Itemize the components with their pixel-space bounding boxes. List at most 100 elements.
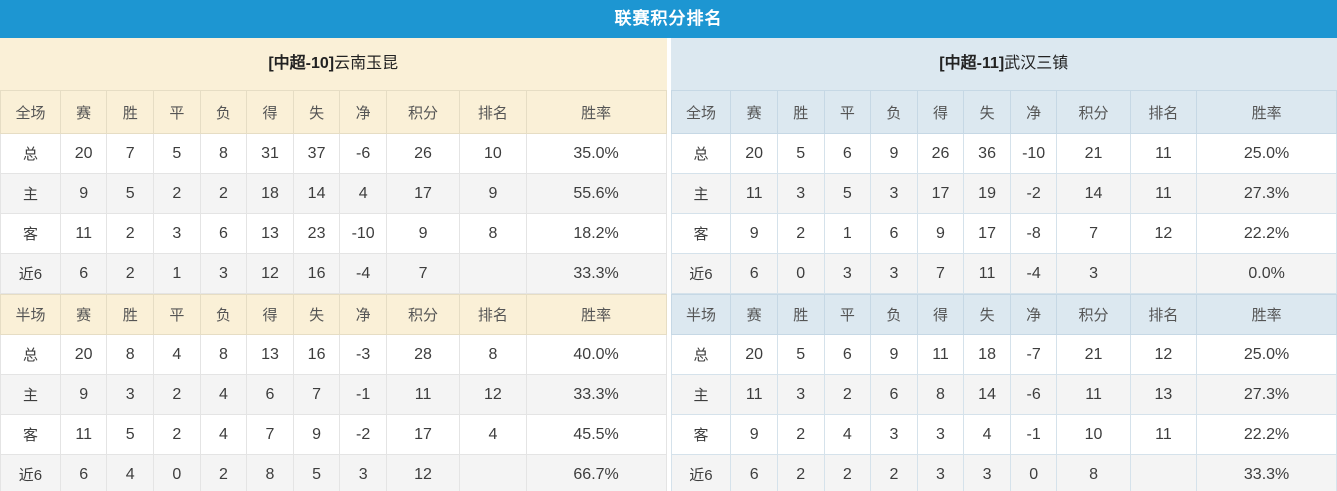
stat-cell: -1 [1009, 414, 1058, 455]
column-header: 胜率 [525, 90, 667, 134]
stat-cell: 11 [730, 374, 778, 415]
stat-cell: 18 [963, 334, 1011, 375]
team-header-right: [中超-11]武汉三镇 [670, 38, 1337, 90]
column-header: 负 [870, 90, 918, 134]
stat-cell: 3 [823, 253, 872, 294]
column-header: 净 [1009, 294, 1058, 335]
stat-cell: 12 [1129, 213, 1198, 254]
row-label: 主 [0, 374, 61, 415]
row-label: 总 [670, 133, 732, 174]
stat-cell: 45.5% [525, 414, 667, 455]
stat-cell: 7 [385, 253, 461, 294]
stat-cell [1129, 253, 1198, 294]
stat-cell: 18.2% [525, 213, 667, 254]
row-label: 近6 [670, 454, 732, 491]
stat-cell: 6 [823, 133, 872, 174]
stats-row: 客 9 2 1 6 9 17 -8 7 12 22.2% [670, 213, 1337, 254]
stat-cell: 25.0% [1196, 133, 1337, 174]
column-header: 半场 [670, 294, 732, 335]
stat-cell: -3 [339, 334, 387, 375]
stat-cell: -10 [339, 213, 387, 254]
stat-cell: 9 [385, 213, 461, 254]
stat-cell: 12 [385, 454, 461, 491]
stat-cell: 14 [963, 374, 1011, 415]
column-header: 半场 [0, 294, 61, 335]
stat-cell: 11 [1129, 133, 1198, 174]
stat-cell: 4 [963, 414, 1011, 455]
stat-cell: 40.0% [525, 334, 667, 375]
stat-cell: 55.6% [525, 173, 667, 214]
stat-cell: 3 [870, 173, 918, 214]
column-header: 得 [246, 294, 294, 335]
row-label: 近6 [0, 454, 61, 491]
stat-cell: 6 [870, 374, 918, 415]
stat-cell: 5 [776, 334, 825, 375]
stats-row: 主 11 3 2 6 8 14 -6 11 13 27.3% [670, 374, 1337, 415]
column-header: 赛 [730, 90, 778, 134]
stat-cell: 4 [199, 414, 248, 455]
column-header: 排名 [459, 294, 527, 335]
column-header: 平 [823, 294, 872, 335]
stat-cell: 13 [1129, 374, 1198, 415]
column-header: 得 [246, 90, 294, 134]
stats-row: 主 9 3 2 4 6 7 -1 11 12 33.3% [0, 374, 667, 415]
page-title: 联赛积分排名 [0, 0, 1337, 38]
stat-cell: 3 [776, 173, 825, 214]
row-label: 客 [670, 213, 732, 254]
stat-cell: 11 [963, 253, 1011, 294]
stat-cell: 12 [459, 374, 527, 415]
stat-cell: 7 [106, 133, 155, 174]
stat-cell: 7 [246, 414, 294, 455]
stat-cell: 17 [963, 213, 1011, 254]
column-header: 赛 [59, 90, 108, 134]
row-label: 客 [0, 213, 61, 254]
column-header: 排名 [459, 90, 527, 134]
stat-cell: 6 [870, 213, 918, 254]
column-header: 平 [153, 294, 201, 335]
stat-cell: 11 [1129, 173, 1198, 214]
stat-cell: 11 [59, 414, 108, 455]
stat-cell: 16 [292, 334, 341, 375]
stat-cell: 2 [776, 213, 825, 254]
stat-cell: 5 [153, 133, 201, 174]
stats-row: 客 9 2 4 3 3 4 -1 10 11 22.2% [670, 414, 1337, 455]
stat-cell: 8 [199, 334, 248, 375]
row-label: 主 [670, 173, 732, 214]
stat-cell: 3 [963, 454, 1011, 491]
column-header: 胜 [106, 294, 155, 335]
stat-cell: 3 [153, 213, 201, 254]
stat-cell: -7 [1009, 334, 1058, 375]
stat-cell: 4 [459, 414, 527, 455]
column-header: 净 [1009, 90, 1058, 134]
team-name: 云南玉昆 [334, 55, 399, 72]
stat-cell: 11 [1056, 374, 1131, 415]
column-header: 胜率 [525, 294, 667, 335]
column-header-row: 半场赛胜平负得失净积分 排名 胜率 [670, 294, 1337, 335]
stat-cell: 3 [1056, 253, 1131, 294]
stats-row: 近6 6 2 1 3 12 16 -4 7 33.3% [0, 253, 667, 294]
stats-row: 主 11 3 5 3 17 19 -2 14 11 27.3% [670, 173, 1337, 214]
row-label: 总 [0, 334, 61, 375]
stat-cell: 12 [1129, 334, 1198, 375]
stat-cell: 9 [730, 414, 778, 455]
team-panels: [中超-10]云南玉昆 全场赛胜平负得失净积分 排名 胜率总 20 7 5 8 31 37 -6 2… [0, 38, 1337, 491]
stat-cell [459, 454, 527, 491]
stat-cell: -4 [1009, 253, 1058, 294]
stats-row: 总 20 7 5 8 31 37 -6 26 10 35.0% [0, 133, 667, 174]
column-header: 净 [339, 90, 387, 134]
stat-cell: 3 [870, 253, 918, 294]
stat-cell: 13 [246, 334, 294, 375]
stat-cell: 9 [459, 173, 527, 214]
stat-cell: 2 [776, 414, 825, 455]
stat-cell: 4 [153, 334, 201, 375]
stat-cell: 11 [59, 213, 108, 254]
stat-cell: 35.0% [525, 133, 667, 174]
column-header: 胜 [776, 294, 825, 335]
row-label: 客 [0, 414, 61, 455]
half-match-table-right: 半场赛胜平负得失净积分 排名 胜率总 20 5 6 9 11 18 -7 21 12 25.0% 主 11 3… [670, 294, 1337, 491]
stat-cell: 2 [106, 213, 155, 254]
stat-cell: 6 [59, 253, 108, 294]
stat-cell: 2 [776, 454, 825, 491]
row-label: 总 [0, 133, 61, 174]
stat-cell: 20 [730, 133, 778, 174]
